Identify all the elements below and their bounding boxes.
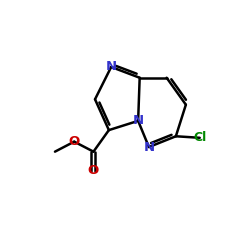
Text: Cl: Cl [193, 131, 206, 144]
Text: O: O [68, 135, 80, 148]
Text: O: O [88, 164, 99, 177]
Text: N: N [132, 114, 144, 127]
Text: N: N [106, 60, 117, 74]
Text: N: N [143, 140, 154, 153]
